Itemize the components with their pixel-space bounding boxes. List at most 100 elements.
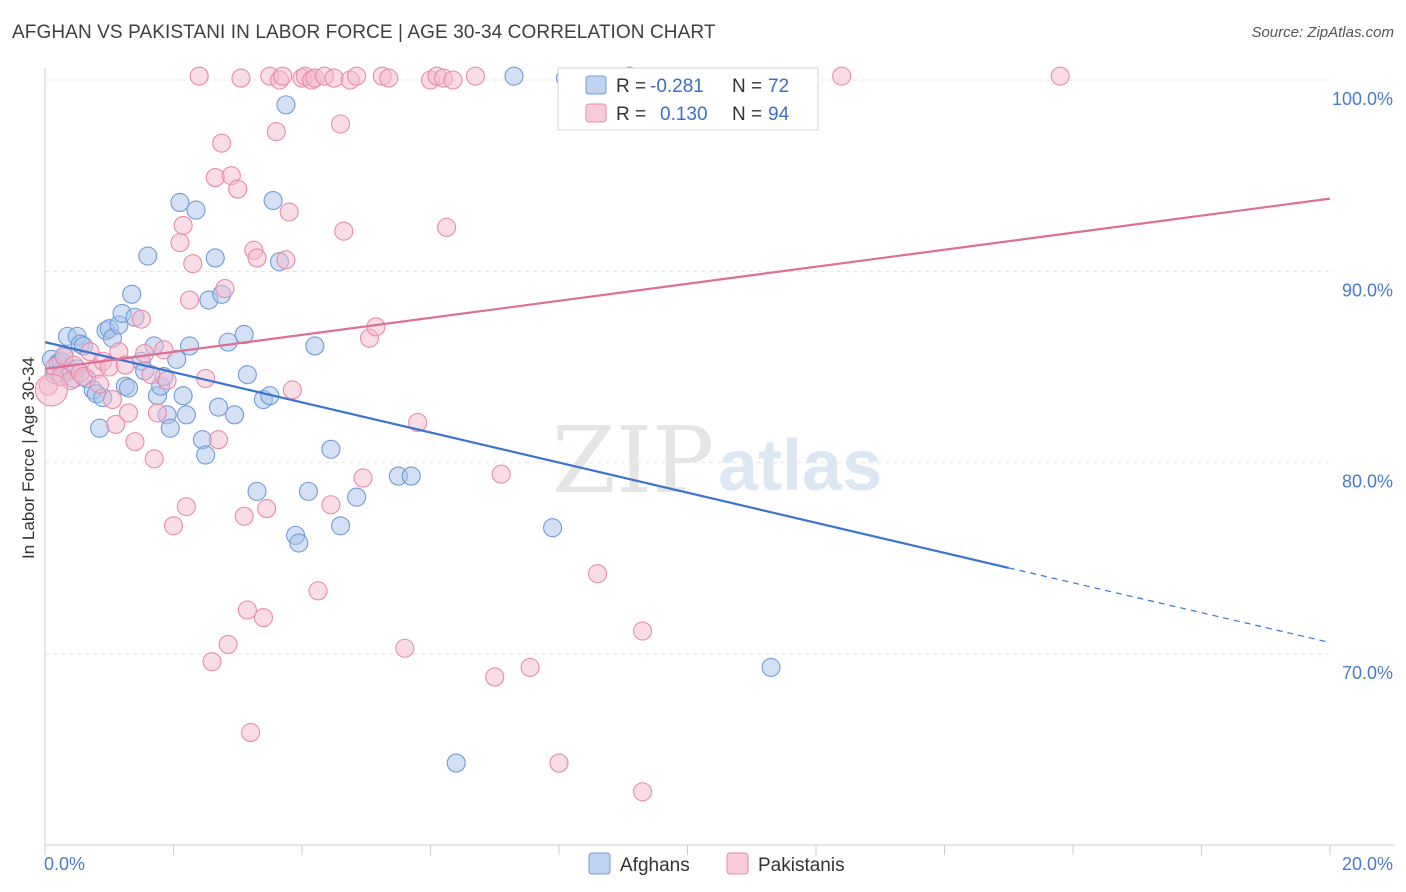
legend-swatch-pakistanis [585, 103, 607, 123]
series-swatch-pakistanis [726, 852, 749, 875]
point-afghans [118, 378, 139, 398]
point-afghans [276, 95, 296, 115]
point-afghans [180, 336, 200, 356]
point-pakistanis [308, 581, 328, 601]
point-pakistanis [228, 179, 248, 199]
point-pakistanis [231, 68, 251, 88]
point-afghans [761, 657, 781, 677]
point-pakistanis [324, 68, 344, 88]
point-pakistanis [253, 608, 274, 628]
point-afghans [298, 481, 318, 501]
point-pakistanis [215, 279, 235, 299]
point-pakistanis [832, 66, 852, 86]
point-afghans [224, 405, 245, 425]
legend-r-value-2: 0.130 [660, 104, 708, 125]
series-name-afghans: Afghans [620, 855, 690, 876]
point-pakistanis [347, 66, 367, 86]
trend-line-pakistanis [44, 197, 1331, 371]
point-pakistanis [443, 70, 463, 90]
point-pakistanis [257, 499, 277, 519]
series-legend: Afghans Pakistanis [588, 852, 845, 876]
chart-title: AFGHAN VS PAKISTANI IN LABOR FORCE | AGE… [12, 22, 716, 43]
watermark-atlas: atlas [718, 426, 882, 506]
point-pakistanis [205, 168, 225, 188]
trend-line-afghans [44, 341, 1010, 569]
point-afghans [305, 336, 325, 356]
stats-legend: R = -0.281 N = 72 R = 0.130 N = 94 [557, 67, 819, 131]
point-pakistanis [247, 248, 267, 268]
legend-r-value-1: -0.281 [650, 76, 704, 97]
point-afghans [446, 753, 466, 773]
legend-r-label-1: R = [616, 76, 646, 97]
point-pakistanis [353, 468, 373, 488]
legend-swatch-afghans [585, 75, 607, 95]
y-axis-label: In Labor Force | Age 30-34 [19, 357, 38, 559]
point-afghans [196, 445, 216, 465]
point-afghans [173, 386, 193, 406]
point-pakistanis [437, 217, 457, 237]
point-pakistanis [102, 389, 123, 410]
axes [44, 68, 1395, 855]
point-afghans [347, 487, 367, 507]
point-pakistanis [170, 233, 190, 253]
point-pakistanis [491, 464, 511, 484]
point-pakistanis [118, 403, 139, 423]
x-tick-label-max: 20.0% [1342, 854, 1393, 874]
point-pakistanis [276, 250, 296, 270]
point-pakistanis [465, 66, 486, 86]
point-afghans [160, 418, 180, 438]
point-pakistanis [173, 215, 193, 235]
point-afghans [167, 349, 187, 369]
point-pakistanis [632, 621, 653, 641]
x-tick-labels: 0.0% 20.0% [44, 854, 1393, 874]
point-pakistanis [234, 506, 254, 526]
point-afghans [208, 397, 229, 417]
point-pakistanis [334, 221, 354, 241]
y-tick-label: 70.0% [1342, 663, 1393, 683]
point-pakistanis [549, 753, 569, 773]
point-pakistanis [212, 133, 232, 153]
point-pakistanis [154, 340, 174, 360]
point-pakistanis [632, 782, 653, 802]
point-pakistanis [237, 600, 257, 620]
point-afghans [138, 246, 158, 266]
point-pakistanis [241, 722, 261, 742]
point-afghans [321, 439, 341, 459]
legend-n-value-2: 94 [768, 104, 790, 125]
point-pakistanis [379, 68, 399, 88]
y-tick-labels: 70.0% 80.0% 90.0% 100.0% [1332, 89, 1393, 683]
series-name-pakistanis: Pakistanis [758, 855, 845, 876]
trend-line-afghans-extension [1008, 567, 1331, 644]
point-afghans [170, 192, 190, 213]
point-pakistanis [1050, 66, 1070, 86]
point-pakistanis [208, 430, 229, 450]
point-pakistanis [189, 66, 209, 86]
point-afghans [237, 365, 257, 385]
point-pakistanis [180, 290, 200, 310]
legend-n-value-1: 72 [768, 76, 789, 97]
point-pakistanis [157, 370, 177, 390]
point-pakistanis [485, 667, 505, 687]
point-pakistanis [106, 414, 126, 434]
series-swatch-afghans [588, 852, 611, 875]
point-afghans [330, 516, 351, 536]
x-tick-label-min: 0.0% [44, 854, 85, 874]
point-afghans [401, 466, 421, 486]
point-pakistanis [321, 495, 341, 515]
point-pakistanis [176, 497, 196, 517]
point-pakistanis [90, 374, 110, 394]
point-pakistanis [163, 516, 184, 536]
point-pakistanis [202, 652, 222, 672]
point-pakistanis [330, 114, 351, 134]
gridlines [45, 79, 1330, 655]
legend-n-label-2: N = [732, 104, 762, 125]
legend-n-label-1: N = [732, 76, 762, 97]
y-tick-label: 90.0% [1342, 280, 1393, 300]
point-pakistanis [34, 373, 68, 407]
point-afghans [90, 418, 110, 438]
point-pakistanis [273, 66, 293, 86]
point-pakistanis [279, 202, 299, 222]
point-pakistanis [266, 122, 286, 142]
watermark-zip: ZIP [552, 407, 714, 514]
